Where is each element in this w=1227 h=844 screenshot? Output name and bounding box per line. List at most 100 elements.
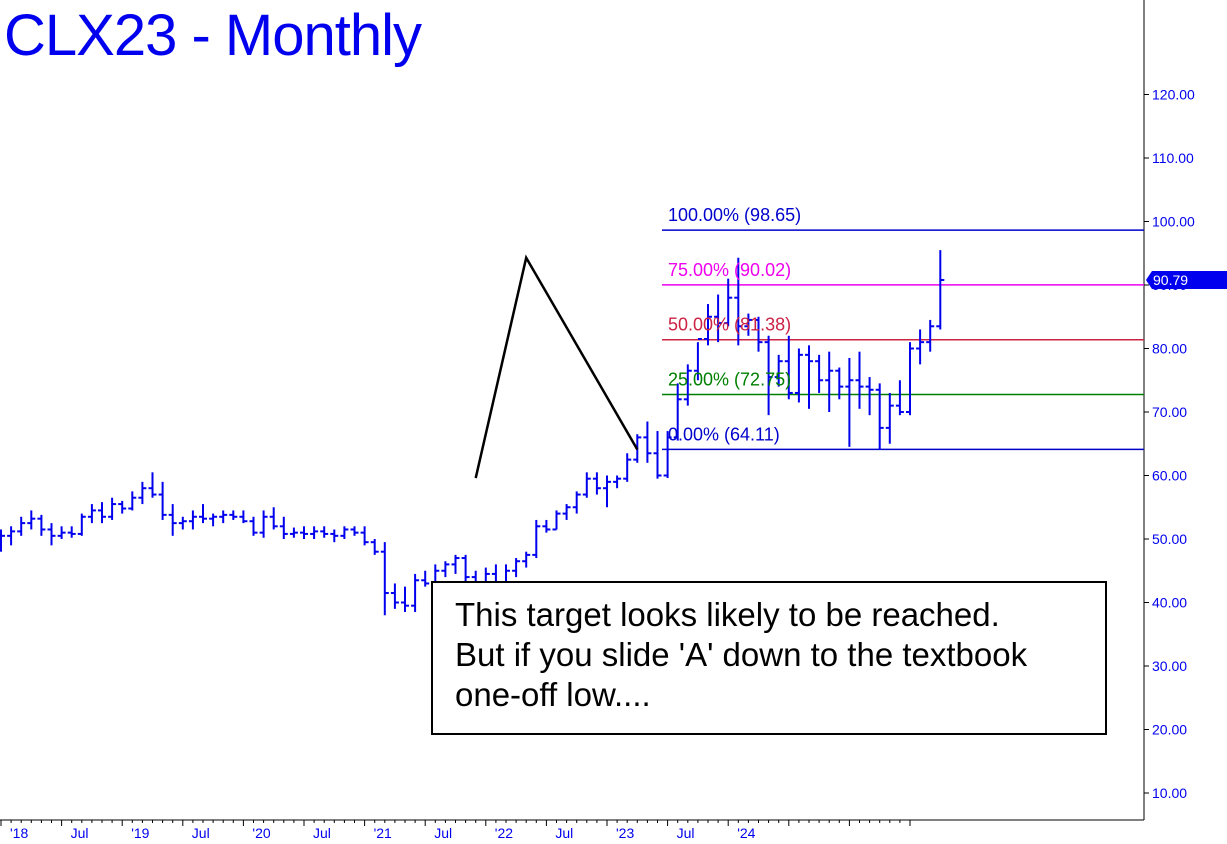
- price-bar: [239, 510, 248, 524]
- price-bar: [683, 364, 692, 406]
- price-bar: [643, 421, 652, 463]
- price-bar: [128, 491, 137, 511]
- price-bar: [310, 526, 319, 539]
- price-bar: [411, 573, 420, 613]
- price-bar: [289, 527, 298, 538]
- price-bar: [744, 313, 753, 336]
- price-bar: [855, 351, 864, 409]
- price-bar: [784, 335, 793, 400]
- x-tick-label: Jul: [192, 825, 210, 841]
- x-tick-label: '18: [10, 825, 28, 841]
- price-bar: [249, 516, 258, 536]
- price-bar: [906, 342, 914, 416]
- price-bar: [572, 491, 581, 514]
- price-bar: [77, 513, 86, 536]
- price-bar: [108, 497, 117, 520]
- price-bar: [320, 526, 329, 538]
- price-bar: [764, 335, 773, 416]
- price-bars: [0, 250, 945, 616]
- price-bar: [178, 516, 187, 530]
- price-bar: [532, 519, 541, 559]
- x-tick-label: Jul: [677, 825, 695, 841]
- price-bar: [168, 504, 177, 536]
- price-bar: [825, 351, 834, 412]
- price-bar: [552, 510, 561, 531]
- price-bar: [562, 504, 571, 520]
- fib-level-label: 50.00% (81.38): [668, 315, 791, 335]
- y-tick-label: 70.00: [1152, 404, 1187, 420]
- price-bar: [300, 526, 308, 539]
- price-bar: [673, 383, 682, 441]
- price-bar: [158, 481, 167, 520]
- price-bar: [229, 510, 238, 520]
- price-bar: [542, 519, 551, 533]
- price-bar: [67, 526, 76, 538]
- price-bar: [835, 367, 844, 400]
- price-bar: [885, 392, 894, 444]
- price-bar: [774, 354, 783, 387]
- price-bar: [895, 380, 904, 416]
- price-bar: [714, 294, 723, 343]
- x-tick-label: '22: [495, 825, 513, 841]
- price-bar: [350, 526, 359, 536]
- price-bar: [148, 472, 157, 498]
- price-bar: [805, 345, 813, 409]
- price-bar: [360, 526, 369, 546]
- price-bar: [603, 475, 611, 508]
- x-tick-label: Jul: [555, 825, 573, 841]
- fib-level-label: 25.00% (72.75): [668, 370, 791, 390]
- fib-levels: [662, 229, 1144, 451]
- price-bar: [330, 529, 339, 543]
- price-bar: [87, 504, 96, 524]
- price-bar: [0, 529, 5, 552]
- price-bar: [118, 500, 127, 514]
- y-tick-label: 120.00: [1152, 87, 1195, 103]
- annotation-line: This target looks likely to be reached.: [455, 596, 1000, 633]
- price-bar: [512, 558, 521, 578]
- y-tick-label: 80.00: [1152, 341, 1187, 357]
- y-tick-label: 50.00: [1152, 531, 1187, 547]
- price-bar: [441, 561, 450, 578]
- price-bar: [623, 453, 632, 482]
- price-bar: [815, 354, 824, 393]
- abc-pattern: [474, 254, 639, 479]
- y-tick-label: 110.00: [1152, 150, 1194, 166]
- last-price-marker: [1146, 270, 1227, 289]
- price-bar: [734, 257, 743, 346]
- price-bar: [794, 348, 803, 403]
- price-bar: [199, 504, 207, 524]
- y-tick-label: 30.00: [1152, 658, 1187, 674]
- y-tick-label: 40.00: [1152, 595, 1187, 611]
- price-bar: [269, 507, 278, 530]
- price-bar: [37, 514, 46, 536]
- price-bar: [926, 319, 935, 352]
- x-tick-label: '20: [252, 825, 270, 841]
- annotation-line: one-off low....: [455, 676, 651, 713]
- price-bar: [653, 431, 662, 479]
- price-bar: [592, 472, 601, 495]
- labels: 100.00% (98.65) 75.00% (90.02) 50.00% (81.…: [668, 205, 1227, 444]
- x-tick-label: Jul: [434, 825, 452, 841]
- fib-level-label: 100.00% (98.65): [668, 205, 801, 225]
- price-bar: [421, 570, 430, 587]
- x-tick-label: '19: [131, 825, 149, 841]
- price-bar: [845, 358, 854, 447]
- x-tick-label: Jul: [71, 825, 89, 841]
- price-bar: [380, 542, 389, 616]
- price-bar: [209, 513, 218, 527]
- axis-layer: 120.00110.00100.0090.0080.0070.0060.0050…: [0, 0, 1195, 841]
- price-bar: [7, 526, 16, 546]
- pattern-line: [474, 254, 639, 479]
- price-bar: [98, 502, 106, 524]
- price-bar: [613, 475, 622, 489]
- price-bar: [259, 510, 268, 538]
- price-bar: [370, 539, 379, 555]
- x-tick-label: '23: [616, 825, 634, 841]
- last-price-label: 90.79: [1153, 272, 1188, 288]
- x-tick-label: '21: [374, 825, 392, 841]
- price-bar: [401, 586, 409, 613]
- price-bar: [17, 516, 26, 536]
- price-bar: [875, 383, 884, 450]
- price-bar: [693, 337, 702, 381]
